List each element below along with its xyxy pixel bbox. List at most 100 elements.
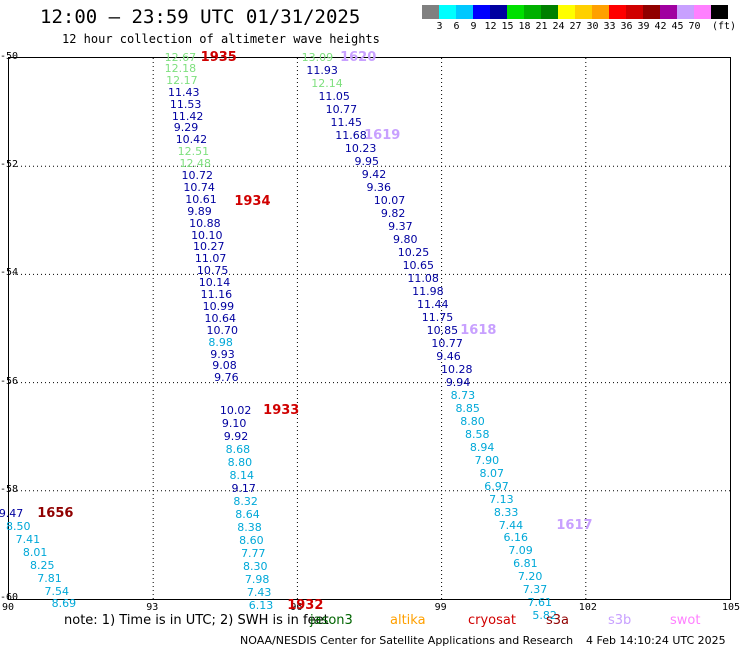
scale-label: 42 bbox=[654, 21, 667, 32]
scale-label: 70 bbox=[688, 21, 701, 32]
wave-height-value: 9.29 bbox=[173, 121, 199, 135]
wave-height-value: 10.75 bbox=[196, 264, 229, 278]
scale-label: 30 bbox=[586, 21, 599, 32]
latitude-label: -60 bbox=[0, 592, 19, 603]
wave-height-value: 10.77 bbox=[431, 336, 463, 350]
wave-height-value: 6.81 bbox=[513, 557, 538, 571]
longitude-label: 90 bbox=[2, 602, 15, 613]
longitude-label: 99 bbox=[434, 602, 447, 613]
wave-height-value: 7.20 bbox=[517, 570, 543, 584]
wave-height-value: 10.23 bbox=[344, 141, 377, 155]
wave-height-value: 10.77 bbox=[325, 103, 358, 117]
scale-swatch bbox=[711, 5, 729, 19]
scale-label: 3 bbox=[436, 21, 443, 32]
scale-label: 12 bbox=[484, 21, 497, 32]
scale-swatch bbox=[643, 5, 661, 19]
wave-height-value: 8.69 bbox=[51, 597, 77, 611]
wave-height-value: 9.47 bbox=[0, 507, 24, 521]
pass-time-label: 1933 bbox=[263, 402, 300, 418]
wave-height-value: 5.82 bbox=[532, 609, 557, 623]
longitude-label: 102 bbox=[578, 602, 597, 613]
scale-label: 6 bbox=[453, 21, 460, 32]
wave-height-value: 13.09 bbox=[301, 51, 334, 65]
wave-height-value: 7.61 bbox=[527, 596, 553, 610]
wave-height-value: 11.05 bbox=[318, 90, 350, 104]
wave-height-value: 8.32 bbox=[233, 494, 258, 508]
longitude-label: 93 bbox=[146, 602, 159, 613]
wave-height-value: 9.95 bbox=[354, 154, 380, 168]
note-text: note: 1) Time is in UTC; 2) SWH is in fe… bbox=[64, 613, 329, 628]
scale-label: 24 bbox=[552, 21, 565, 32]
scale-swatch bbox=[507, 5, 525, 19]
wave-height-value: 8.50 bbox=[6, 519, 31, 533]
wave-height-value: 10.61 bbox=[185, 192, 217, 206]
wave-height-value: 8.80 bbox=[227, 455, 253, 469]
pass-time-label: 1932 bbox=[287, 597, 324, 613]
wave-height-value: 7.44 bbox=[498, 518, 524, 532]
satellite-swot: swot bbox=[670, 613, 701, 628]
scale-swatch bbox=[439, 5, 457, 19]
wave-height-value: 9.76 bbox=[214, 371, 239, 385]
wave-height-value: 8.68 bbox=[225, 442, 251, 456]
wave-height-value: 10.28 bbox=[441, 362, 473, 376]
wave-height-value: 10.65 bbox=[402, 258, 435, 272]
satellite-s3a: s3a bbox=[546, 613, 570, 628]
wave-height-value: 10.70 bbox=[206, 323, 238, 337]
pass-time-label: 1935 bbox=[200, 50, 237, 66]
scale-swatch bbox=[609, 5, 627, 19]
wave-height-value: 8.25 bbox=[30, 558, 55, 572]
footer-timestamp: 4 Feb 14:10:24 UTC 2025 bbox=[586, 634, 726, 647]
scale-swatch bbox=[422, 5, 440, 19]
wave-height-value: 10.42 bbox=[175, 133, 208, 147]
scale-label: 27 bbox=[569, 21, 582, 32]
wave-height-value: 11.68 bbox=[335, 128, 367, 142]
satellite-jason3: jason3 bbox=[310, 613, 353, 628]
scale-swatch bbox=[677, 5, 695, 19]
wave-height-value: 12.17 bbox=[166, 73, 198, 87]
wave-height-value: 11.42 bbox=[171, 109, 204, 123]
wave-height-value: 8.94 bbox=[469, 440, 495, 454]
scale-label: 39 bbox=[637, 21, 650, 32]
satellite-altika: altika bbox=[390, 613, 426, 628]
wave-height-value: 6.13 bbox=[248, 598, 274, 612]
wave-height-value: 6.16 bbox=[503, 531, 529, 545]
scale-swatch bbox=[660, 5, 678, 19]
wave-height-value: 10.88 bbox=[189, 216, 221, 230]
scale-label: 18 bbox=[518, 21, 531, 32]
wave-height-value: 12.67 bbox=[164, 51, 197, 65]
wave-height-value: 12.14 bbox=[311, 77, 343, 91]
scale-swatch bbox=[473, 5, 491, 19]
scale-label: 9 bbox=[470, 21, 477, 32]
latitude-label: -56 bbox=[0, 375, 19, 387]
pass-time-label: 1619 bbox=[364, 127, 401, 143]
wave-height-value: 8.64 bbox=[235, 507, 260, 521]
wave-height-value: 10.10 bbox=[191, 228, 223, 242]
wave-height-value: 7.41 bbox=[15, 532, 41, 546]
wave-height-value: 8.80 bbox=[460, 414, 485, 428]
wave-height-value: 9.10 bbox=[221, 416, 247, 430]
latitude-label: -54 bbox=[0, 267, 19, 279]
wave-height-value: 9.80 bbox=[392, 232, 418, 246]
wave-height-value: 9.42 bbox=[361, 167, 387, 181]
wave-height-value: 9.37 bbox=[388, 219, 413, 233]
wave-height-value: 9.36 bbox=[366, 180, 392, 194]
wave-height-value: 7.09 bbox=[508, 544, 533, 558]
grid-lines bbox=[9, 58, 730, 599]
wave-height-value: 11.45 bbox=[330, 116, 362, 129]
wave-height-value: 7.90 bbox=[474, 453, 500, 467]
wave-height-value: 8.30 bbox=[242, 559, 268, 573]
wave-height-value: 11.08 bbox=[407, 271, 439, 285]
map-subtitle: 12 hour collection of altimeter wave hei… bbox=[62, 32, 380, 46]
scale-swatch bbox=[592, 5, 610, 19]
wave-height-value: 7.98 bbox=[244, 572, 270, 586]
latitude-label: -58 bbox=[0, 483, 19, 495]
scale-swatch bbox=[524, 5, 542, 19]
wave-height-value: 11.98 bbox=[412, 284, 444, 298]
wave-height-value: 11.43 bbox=[168, 85, 200, 99]
wave-height-value: 12.48 bbox=[179, 157, 212, 171]
wave-height-value: 10.27 bbox=[192, 240, 225, 254]
wave-height-value: 10.72 bbox=[181, 169, 213, 183]
latitude-label: -50 bbox=[0, 51, 19, 62]
scale-label: 45 bbox=[671, 21, 684, 32]
wave-height-value: 7.37 bbox=[522, 583, 548, 597]
